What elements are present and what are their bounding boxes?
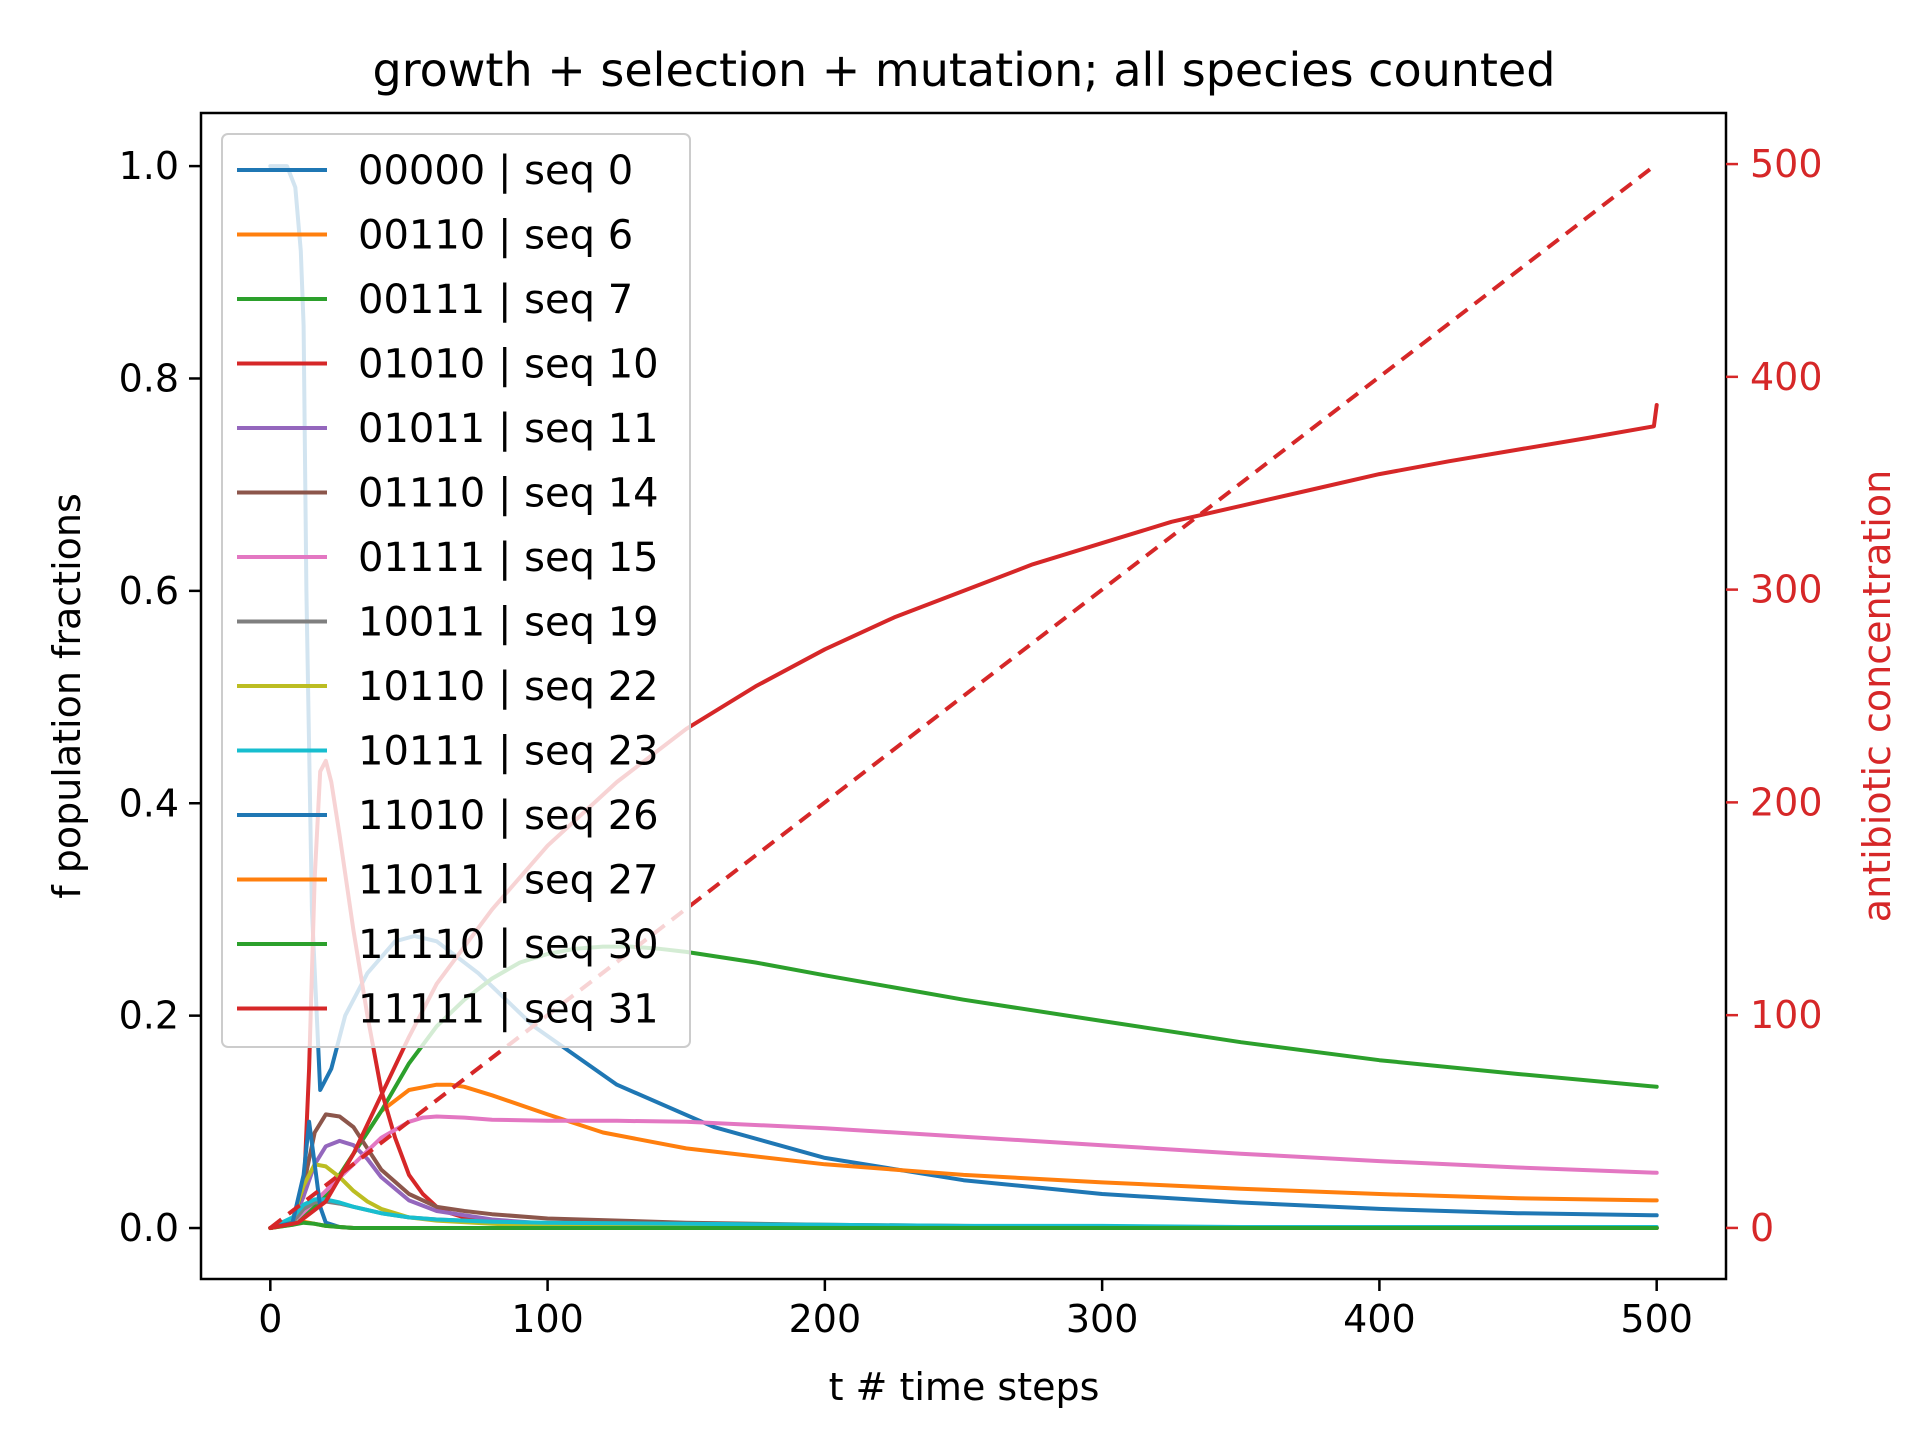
x-axis-label: t # time steps — [829, 1365, 1100, 1409]
x-tick-label: 500 — [1620, 1297, 1693, 1341]
plot-frame — [199, 111, 1728, 1281]
y-tick-label: 0.6 — [119, 569, 179, 613]
y-tick-label: 0.8 — [119, 356, 179, 400]
legend-label: 10110 | seq 22 — [358, 664, 659, 710]
legend-items: 00000 | seq 0 00110 | seq 6 00111 | seq 7 0… — [237, 148, 659, 1033]
legend-label: 11111 | seq 31 — [358, 987, 659, 1033]
legend-label: 01011 | seq 11 — [358, 406, 659, 452]
y2-tick-label: 500 — [1750, 142, 1823, 186]
legend-label: 00111 | seq 7 — [358, 277, 633, 323]
legend: 00000 | seq 0 00110 | seq 6 00111 | seq 7 0… — [221, 133, 691, 1048]
y2-axis-label: antibiotic concentration — [1855, 470, 1899, 922]
y-tick-label: 0.4 — [119, 781, 179, 825]
legend-label: 00000 | seq 0 — [358, 148, 633, 194]
chart-title: growth + selection + mutation; all speci… — [373, 43, 1556, 97]
series-line-12 — [268, 1220, 1659, 1230]
legend-label: 11110 | seq 30 — [358, 922, 659, 968]
x-tick-label: 100 — [511, 1297, 584, 1341]
legend-label: 10011 | seq 19 — [358, 600, 659, 646]
x-tick-label: 200 — [789, 1297, 862, 1341]
legend-label: 10111 | seq 23 — [358, 729, 659, 775]
y2-tick-label: 0 — [1750, 1206, 1774, 1250]
legend-label: 01010 | seq 10 — [358, 342, 659, 388]
legend-label: 11011 | seq 27 — [358, 858, 659, 904]
y-tick-label: 0.2 — [119, 994, 179, 1038]
y2-axis-ticks: 0 100 200 300 400 500 — [1726, 142, 1823, 1250]
legend-label: 01110 | seq 14 — [358, 471, 659, 517]
legend-label: 11010 | seq 26 — [358, 793, 659, 839]
legend-label: 01111 | seq 15 — [358, 535, 659, 581]
y2-tick-label: 200 — [1750, 780, 1823, 824]
y-tick-label: 1.0 — [119, 144, 179, 188]
x-tick-label: 0 — [258, 1297, 282, 1341]
y2-tick-label: 300 — [1750, 568, 1823, 612]
x-tick-label: 400 — [1343, 1297, 1416, 1341]
y2-tick-label: 100 — [1750, 993, 1823, 1037]
series-line-13 — [268, 403, 1659, 1230]
x-axis-ticks: 0 100 200 300 400 500 — [258, 1279, 1693, 1341]
series-line-9 — [268, 1197, 1659, 1230]
y-axis-label: f population fractions — [45, 493, 89, 899]
series-line-6 — [268, 1114, 1659, 1230]
y-tick-label: 0.0 — [119, 1206, 179, 1250]
x-tick-label: 300 — [1066, 1297, 1139, 1341]
y2-tick-label: 400 — [1750, 355, 1823, 399]
antibiotic-concentration-line — [269, 162, 1658, 1230]
legend-frame — [221, 133, 691, 1048]
legend-label: 00110 | seq 6 — [358, 213, 633, 259]
y-axis-ticks: 0.0 0.2 0.4 0.6 0.8 1.0 — [119, 144, 201, 1250]
